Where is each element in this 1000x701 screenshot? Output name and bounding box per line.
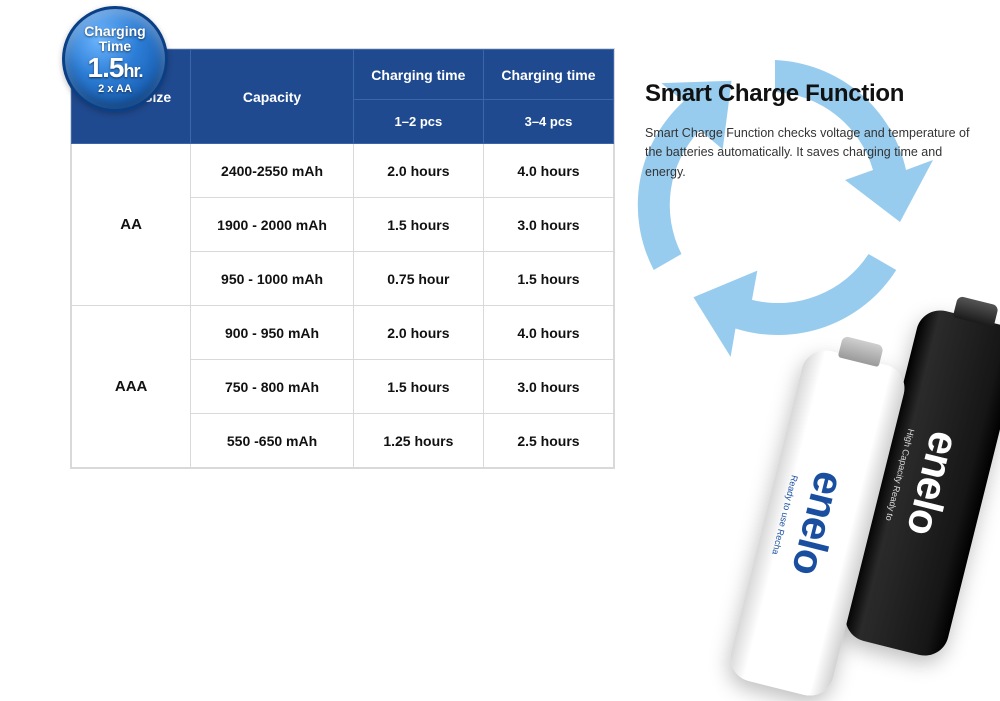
battery-black-tip	[952, 296, 998, 328]
smart-charge-body: Smart Charge Function checks voltage and…	[645, 124, 975, 182]
battery-graphic: High Capacity Ready to enelo Ready to us…	[680, 273, 1000, 633]
badge-value: 1.5hr.	[88, 54, 143, 82]
cell-time-1-2: 1.5 hours	[353, 198, 483, 252]
cell-capacity: 750 - 800 mAh	[191, 360, 354, 414]
badge-sub: 2 x AA	[98, 83, 132, 95]
cell-capacity: 550 -650 mAh	[191, 414, 354, 468]
th-capacity: Capacity	[191, 50, 354, 144]
charging-time-badge: Charging Time 1.5hr. 2 x AA	[62, 6, 168, 112]
cell-capacity: 1900 - 2000 mAh	[191, 198, 354, 252]
th-1-2-pcs: 1–2 pcs	[353, 100, 483, 144]
th-charging-time-1: Charging time	[353, 50, 483, 100]
smart-charge-section: Smart Charge Function Smart Charge Funct…	[645, 80, 975, 182]
cell-capacity: 950 - 1000 mAh	[191, 252, 354, 306]
cell-time-1-2: 0.75 hour	[353, 252, 483, 306]
cell-capacity: 900 - 950 mAh	[191, 306, 354, 360]
cell-time-1-2: 1.25 hours	[353, 414, 483, 468]
cell-time-1-2: 1.5 hours	[353, 360, 483, 414]
badge-line2: Time	[99, 39, 131, 53]
cell-time-3-4: 2.5 hours	[483, 414, 613, 468]
badge-value-unit: hr.	[123, 61, 142, 81]
cell-time-1-2: 2.0 hours	[353, 144, 483, 198]
smart-charge-heading: Smart Charge Function	[645, 80, 975, 108]
badge-line1: Charging	[84, 24, 145, 38]
table-row: AAA900 - 950 mAh2.0 hours4.0 hours	[72, 306, 614, 360]
battery-white-tip	[837, 336, 883, 368]
badge-value-number: 1.5	[88, 52, 124, 83]
cell-capacity: 2400-2550 mAh	[191, 144, 354, 198]
cell-battery-size: AA	[72, 144, 191, 306]
cell-battery-size: AAA	[72, 306, 191, 468]
cell-time-1-2: 2.0 hours	[353, 306, 483, 360]
table-row: AA2400-2550 mAh2.0 hours4.0 hours	[72, 144, 614, 198]
